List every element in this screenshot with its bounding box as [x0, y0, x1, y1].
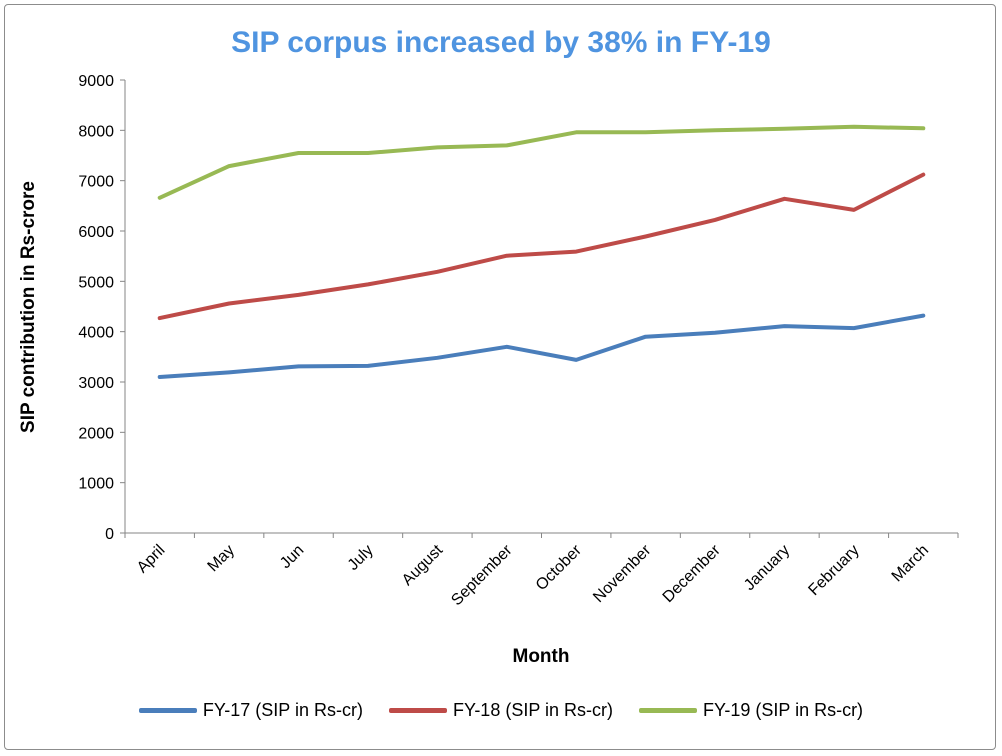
y-tick-label: 7000	[78, 174, 114, 191]
series-line-2	[157, 172, 926, 321]
x-tick-label: February	[805, 542, 862, 599]
x-tick-label: March	[889, 542, 932, 585]
legend: FY-17 (SIP in Rs-cr) FY-18 (SIP in Rs-cr)…	[0, 700, 1002, 721]
legend-swatch	[388, 708, 447, 713]
legend-swatch	[138, 708, 197, 713]
x-tick-label: July	[345, 542, 377, 574]
y-axis-label: SIP contribution in Rs-crore	[18, 181, 39, 433]
y-tick-label: 4000	[78, 325, 114, 342]
x-tick-label: October	[533, 541, 586, 594]
series-line-1	[157, 313, 926, 379]
legend-label: FY-19 (SIP in Rs-cr)	[703, 700, 864, 720]
legend-label: FY-18 (SIP in Rs-cr)	[452, 700, 614, 720]
y-tick-label: 0	[105, 526, 114, 543]
y-tick-label: 9000	[78, 73, 114, 90]
x-axis-label: Month	[513, 646, 570, 667]
x-tick-label: November	[590, 541, 655, 606]
x-tick-label: May	[205, 542, 238, 575]
x-tick-label: January	[741, 542, 793, 594]
x-tick-label: April	[134, 542, 169, 577]
y-tick-label: 8000	[78, 123, 114, 140]
x-tick-label: December	[660, 541, 725, 606]
y-tick-label: 1000	[78, 476, 114, 493]
legend-item: FY-19 (SIP in Rs-cr)	[639, 700, 863, 721]
y-ticks: 0 1000 2000 3000 4000 5000 6000 7000 8000 9000	[78, 73, 125, 543]
y-tick-label: 3000	[78, 375, 114, 392]
series-line-3	[157, 124, 926, 200]
y-tick-label: 2000	[78, 425, 114, 442]
legend-item: FY-17 (SIP in Rs-cr)	[138, 700, 363, 721]
chart-title: SIP corpus increased by 38% in FY-19	[231, 26, 771, 59]
x-ticks: April May Jun July August September October Nov…	[124, 533, 959, 609]
x-tick-label: August	[399, 541, 447, 589]
legend-swatch	[639, 708, 698, 713]
y-tick-label: 6000	[78, 224, 114, 241]
series-lines	[157, 124, 926, 379]
x-tick-label: September	[448, 541, 516, 609]
y-tick-label: 5000	[78, 274, 114, 291]
axes	[124, 80, 958, 534]
x-tick-label: Jun	[277, 542, 307, 572]
legend-item: FY-18 (SIP in Rs-cr)	[388, 700, 614, 721]
legend-label: FY-17 (SIP in Rs-cr)	[202, 700, 363, 720]
